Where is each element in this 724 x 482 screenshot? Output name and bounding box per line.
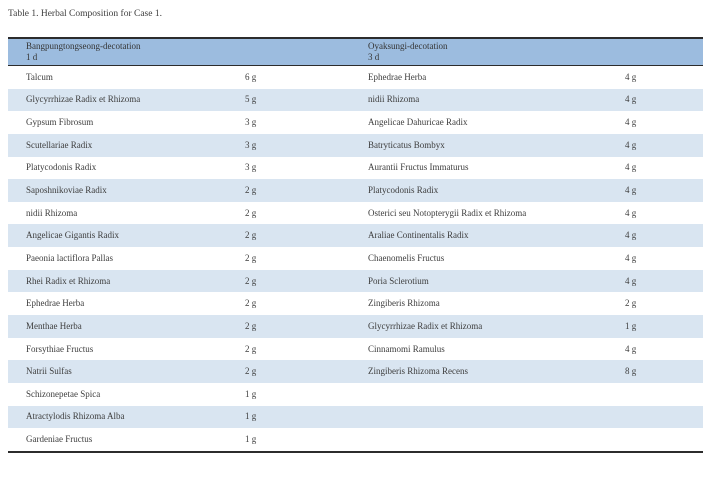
herb-name-left: Ephedrae Herba (26, 298, 85, 309)
herbal-composition-table: Bangpungtongseong-decotation 1 d Oyaksun… (8, 37, 703, 453)
herb-amount-left: 1 g (245, 434, 257, 445)
herb-name-left: Talcum (26, 71, 53, 82)
table-row: Natrii Sulfas 2 g Zingiberis Rhizoma Rec… (8, 360, 703, 383)
herb-name-right: Aurantii Fructus Immaturus (368, 162, 469, 173)
herb-amount-left: 2 g (245, 252, 257, 263)
herb-name-right: Chaenomelis Fructus (368, 252, 445, 263)
table-caption: Table 1. Herbal Composition for Case 1. (8, 9, 162, 19)
table-row: Gypsum Fibrosum 3 g Angelicae Dahuricae … (8, 111, 703, 134)
header-right-decoction-name: Oyaksungi-decotation (368, 41, 448, 51)
herb-name-right: nidii Rhizoma (368, 94, 420, 105)
herb-name-right: Zingiberis Rhizoma Recens (368, 366, 468, 377)
herb-amount-left: 2 g (245, 207, 257, 218)
herb-name-right: Glycyrrhizae Radix et Rhizoma (368, 320, 483, 331)
herb-amount-left: 2 g (245, 185, 257, 196)
herb-amount-right: 4 g (625, 207, 637, 218)
herb-amount-left: 3 g (245, 117, 257, 128)
herb-name-right: Poria Sclerotium (368, 275, 429, 286)
herb-amount-right: 2 g (625, 298, 637, 309)
herb-name-right: Araliae Continentalis Radix (368, 230, 469, 241)
herb-amount-left: 3 g (245, 162, 257, 173)
table-body: Talcum 6 g Ephedrae Herba 4 g Glycyrrhiz… (8, 66, 703, 451)
herb-amount-left: 2 g (245, 320, 257, 331)
herb-amount-left: 5 g (245, 94, 257, 105)
header-right-decoction-duration: 3 d (368, 52, 380, 62)
header-right-decoction: Oyaksungi-decotation 3 d (368, 41, 703, 63)
herb-amount-left: 1 g (245, 411, 257, 422)
herb-name-right: Ephedrae Herba (368, 71, 427, 82)
herb-amount-right: 4 g (625, 275, 637, 286)
herb-amount-left: 2 g (245, 298, 257, 309)
table-row: Glycyrrhizae Radix et Rhizoma 5 g nidii … (8, 88, 703, 112)
table-row: Forsythiae Fructus 2 g Cinnamomi Ramulus… (8, 337, 703, 361)
table-row: nidii Rhizoma 2 g Osterici seu Notoptery… (8, 201, 703, 225)
table-header-row: Bangpungtongseong-decotation 1 d Oyaksun… (8, 37, 703, 66)
table-row: Schizonepetae Spica 1 g (8, 382, 703, 406)
table-row: Saposhnikoviae Radix 2 g Platycodonis Ra… (8, 179, 703, 202)
header-left-decoction: Bangpungtongseong-decotation 1 d (26, 41, 368, 63)
herb-amount-right: 4 g (625, 139, 637, 150)
herb-amount-left: 2 g (245, 275, 257, 286)
herb-name-left: Rhei Radix et Rhizoma (26, 275, 111, 286)
herb-amount-left: 3 g (245, 139, 257, 150)
table-row: Rhei Radix et Rhizoma 2 g Poria Scleroti… (8, 269, 703, 293)
herb-name-right: Cinnamomi Ramulus (368, 343, 445, 354)
herb-name-left: Glycyrrhizae Radix et Rhizoma (26, 94, 141, 105)
table-row: Menthae Herba 2 g Glycyrrhizae Radix et … (8, 315, 703, 338)
herb-name-left: Atractylodis Rhizoma Alba (26, 411, 125, 422)
herb-amount-right: 1 g (625, 320, 637, 331)
herb-name-left: Angelicae Gigantis Radix (26, 230, 119, 241)
herb-amount-right: 4 g (625, 185, 637, 196)
header-left-decoction-duration: 1 d (26, 52, 38, 62)
herb-name-left: Saposhnikoviae Radix (26, 185, 107, 196)
herb-amount-right: 8 g (625, 366, 637, 377)
herb-name-left: Natrii Sulfas (26, 366, 72, 377)
herb-name-right: Platycodonis Radix (368, 185, 439, 196)
herb-amount-right: 4 g (625, 71, 637, 82)
herb-amount-right: 4 g (625, 252, 637, 263)
table-row: Paeonia lactiflora Pallas 2 g Chaenomeli… (8, 247, 703, 270)
table-row: Talcum 6 g Ephedrae Herba 4 g (8, 66, 703, 89)
herb-name-left: nidii Rhizoma (26, 207, 78, 218)
herb-amount-right: 4 g (625, 230, 637, 241)
herb-amount-right: 4 g (625, 94, 637, 105)
header-left-decoction-name: Bangpungtongseong-decotation (26, 41, 141, 51)
herb-name-right: Batryticatus Bombyx (368, 139, 445, 150)
herb-amount-right: 4 g (625, 162, 637, 173)
herb-name-left: Menthae Herba (26, 320, 82, 331)
table-row: Angelicae Gigantis Radix 2 g Araliae Con… (8, 224, 703, 248)
table-row: Gardeniae Fructus 1 g (8, 428, 703, 451)
table-row: Ephedrae Herba 2 g Zingiberis Rhizoma 2 … (8, 292, 703, 316)
herb-name-left: Paeonia lactiflora Pallas (26, 252, 113, 263)
herb-name-right: Zingiberis Rhizoma (368, 298, 440, 309)
herb-name-left: Scutellariae Radix (26, 139, 93, 150)
herb-name-right: Angelicae Dahuricae Radix (368, 117, 468, 128)
herb-amount-left: 2 g (245, 343, 257, 354)
herb-amount-right: 4 g (625, 343, 637, 354)
herb-amount-left: 2 g (245, 366, 257, 377)
herb-name-left: Gardeniae Fructus (26, 434, 93, 445)
herb-amount-left: 6 g (245, 71, 257, 82)
herb-name-left: Platycodonis Radix (26, 162, 97, 173)
herb-amount-right: 4 g (625, 117, 637, 128)
table-row: Platycodonis Radix 3 g Aurantii Fructus … (8, 156, 703, 180)
herb-name-right: Osterici seu Notopterygii Radix et Rhizo… (368, 207, 527, 218)
herb-name-left: Forsythiae Fructus (26, 343, 94, 354)
herb-amount-left: 1 g (245, 388, 257, 399)
table-row: Scutellariae Radix 3 g Batryticatus Bomb… (8, 133, 703, 157)
herb-name-left: Gypsum Fibrosum (26, 117, 94, 128)
herb-name-left: Schizonepetae Spica (26, 388, 101, 399)
table-row: Atractylodis Rhizoma Alba 1 g (8, 405, 703, 429)
herb-amount-left: 2 g (245, 230, 257, 241)
